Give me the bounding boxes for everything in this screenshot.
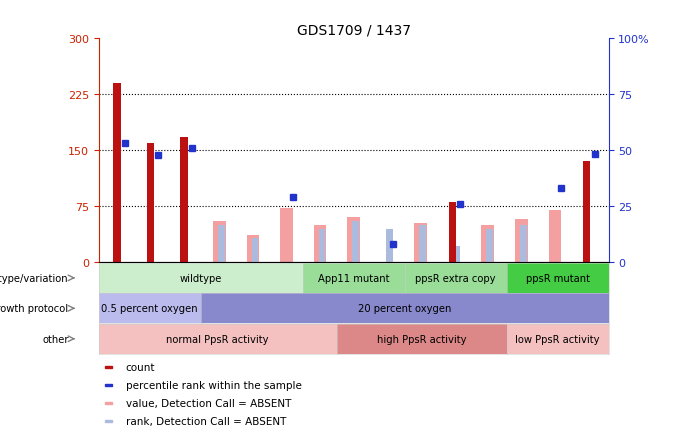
Bar <box>583 162 590 263</box>
Bar <box>549 210 561 263</box>
Bar <box>105 402 112 404</box>
Bar <box>347 218 360 263</box>
Text: 20 percent oxygen: 20 percent oxygen <box>358 304 452 313</box>
Title: GDS1709 / 1437: GDS1709 / 1437 <box>296 24 411 38</box>
Text: value, Detection Call = ABSENT: value, Detection Call = ABSENT <box>126 398 291 408</box>
Text: other: other <box>42 334 69 344</box>
Bar <box>515 219 528 263</box>
Bar <box>247 235 259 263</box>
Text: rank, Detection Call = ABSENT: rank, Detection Call = ABSENT <box>126 416 286 426</box>
Bar <box>147 143 154 263</box>
Bar <box>319 229 326 263</box>
Bar <box>414 224 427 263</box>
Bar <box>252 238 258 263</box>
Text: normal PpsR activity: normal PpsR activity <box>167 334 269 344</box>
Bar <box>386 229 392 263</box>
Bar <box>280 208 293 263</box>
Bar <box>218 225 225 263</box>
Bar <box>114 84 121 263</box>
Bar <box>105 384 112 386</box>
Text: App11 mutant: App11 mutant <box>318 273 390 283</box>
Text: 0.5 percent oxygen: 0.5 percent oxygen <box>101 304 198 313</box>
Text: genotype/variation: genotype/variation <box>0 273 69 283</box>
Bar <box>520 225 527 263</box>
Bar <box>105 366 112 368</box>
Bar <box>486 229 493 263</box>
Bar <box>420 225 426 263</box>
Bar <box>453 246 460 263</box>
Text: percentile rank within the sample: percentile rank within the sample <box>126 380 302 390</box>
Text: ppsR extra copy: ppsR extra copy <box>415 273 496 283</box>
Bar <box>481 225 494 263</box>
Bar <box>180 138 188 263</box>
Bar <box>313 225 326 263</box>
Text: wildtype: wildtype <box>180 273 222 283</box>
Text: high PpsR activity: high PpsR activity <box>377 334 466 344</box>
Text: count: count <box>126 362 155 372</box>
Bar <box>105 420 112 421</box>
Text: ppsR mutant: ppsR mutant <box>526 273 590 283</box>
Bar <box>449 203 456 263</box>
Bar <box>352 222 359 263</box>
Text: growth protocol: growth protocol <box>0 304 69 313</box>
Bar <box>213 222 226 263</box>
Text: low PpsR activity: low PpsR activity <box>515 334 600 344</box>
